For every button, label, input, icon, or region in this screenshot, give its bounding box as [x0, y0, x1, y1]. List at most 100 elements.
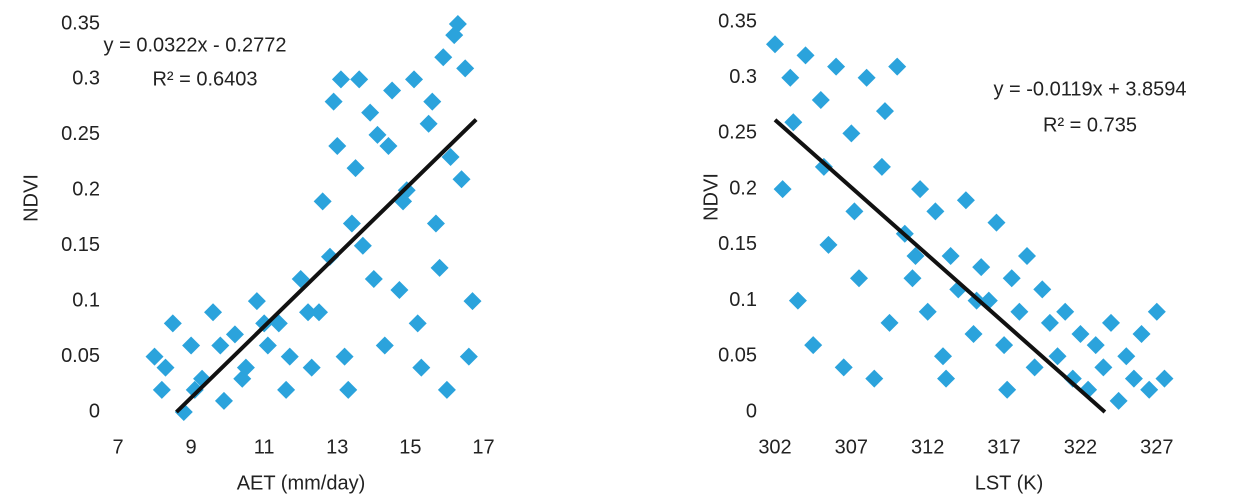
point: [926, 202, 945, 221]
y-tick-label: 0.25: [61, 123, 100, 145]
point: [211, 336, 230, 355]
y-tick-label: 0.2: [729, 177, 757, 199]
point: [845, 202, 864, 221]
point: [773, 180, 792, 199]
x-tick-label: 11: [254, 436, 275, 458]
point: [827, 57, 846, 76]
point: [258, 336, 277, 355]
point: [310, 303, 328, 322]
point: [1109, 391, 1128, 410]
point: [320, 247, 339, 266]
point: [1018, 247, 1036, 265]
y-tick-label: 0.05: [61, 345, 100, 367]
point: [1094, 358, 1113, 377]
point: [1056, 302, 1075, 321]
point: [784, 113, 803, 132]
y-axis-label: NDVI: [20, 174, 42, 222]
point: [383, 81, 402, 100]
point: [456, 59, 475, 78]
point: [1010, 302, 1029, 321]
y-tick-label: 0.05: [718, 345, 757, 367]
point: [419, 114, 438, 133]
point: [152, 380, 171, 399]
x-axis-label: LST (K): [975, 472, 1044, 494]
point: [339, 380, 358, 399]
point: [280, 347, 299, 366]
point: [956, 191, 975, 210]
point: [156, 358, 175, 377]
point: [1033, 280, 1052, 299]
point: [182, 336, 201, 355]
x-tick-label: 302: [758, 436, 791, 458]
point: [1102, 313, 1120, 332]
point: [804, 336, 823, 355]
point: [1147, 302, 1166, 321]
point: [941, 247, 960, 265]
point: [857, 68, 876, 87]
point: [834, 358, 853, 377]
point: [880, 313, 899, 332]
point: [459, 347, 478, 366]
point: [324, 92, 343, 111]
point: [405, 70, 424, 89]
x-tick-label: 317: [987, 436, 1020, 458]
point: [1140, 380, 1159, 399]
point: [911, 180, 930, 199]
annotation: R² = 0.6403: [152, 68, 257, 90]
point: [918, 302, 937, 321]
point: [302, 358, 321, 377]
y-tick-label: 0: [746, 400, 757, 422]
point: [903, 269, 922, 288]
point: [328, 136, 347, 155]
point: [1086, 336, 1105, 355]
point: [364, 269, 383, 288]
point: [225, 325, 244, 344]
point: [1048, 347, 1067, 366]
y-tick-label: 0.2: [72, 179, 100, 201]
annotation: y = 0.0322x - 0.2772: [104, 34, 287, 56]
point: [1132, 325, 1151, 343]
point: [937, 369, 956, 388]
point: [185, 380, 204, 399]
point: [888, 57, 907, 76]
point: [766, 35, 784, 54]
point: [1117, 347, 1136, 366]
y-tick-label: 0.3: [729, 66, 757, 88]
point: [204, 303, 223, 322]
point: [987, 213, 1006, 232]
point: [247, 292, 266, 311]
y-tick-label: 0.35: [61, 12, 100, 34]
point: [353, 236, 372, 255]
point: [781, 68, 800, 87]
point: [423, 92, 442, 111]
x-tick-label: 312: [911, 436, 944, 458]
point: [872, 157, 891, 176]
point: [342, 214, 361, 233]
point: [788, 291, 807, 310]
point: [441, 148, 460, 167]
point: [430, 258, 449, 277]
x-tick-label: 307: [835, 436, 868, 458]
point: [350, 70, 369, 89]
point: [313, 192, 332, 211]
x-tick-label: 7: [112, 436, 123, 458]
point: [255, 314, 274, 333]
point: [850, 269, 868, 288]
point: [390, 281, 409, 300]
x-tick-label: 9: [186, 436, 197, 458]
point: [1155, 369, 1174, 388]
point: [1040, 313, 1059, 332]
point: [412, 358, 431, 377]
point: [875, 102, 894, 121]
point: [1025, 358, 1044, 377]
annotation: y = -0.0119x + 3.8594: [993, 78, 1186, 100]
y-tick-label: 0: [89, 400, 100, 422]
y-axis-label: NDVI: [700, 173, 722, 221]
point: [145, 347, 164, 366]
x-axis-label: AET (mm/day): [237, 472, 366, 494]
point: [796, 46, 815, 65]
point: [463, 292, 482, 311]
trendline: [773, 118, 1107, 414]
point: [452, 170, 471, 189]
point: [998, 380, 1017, 399]
